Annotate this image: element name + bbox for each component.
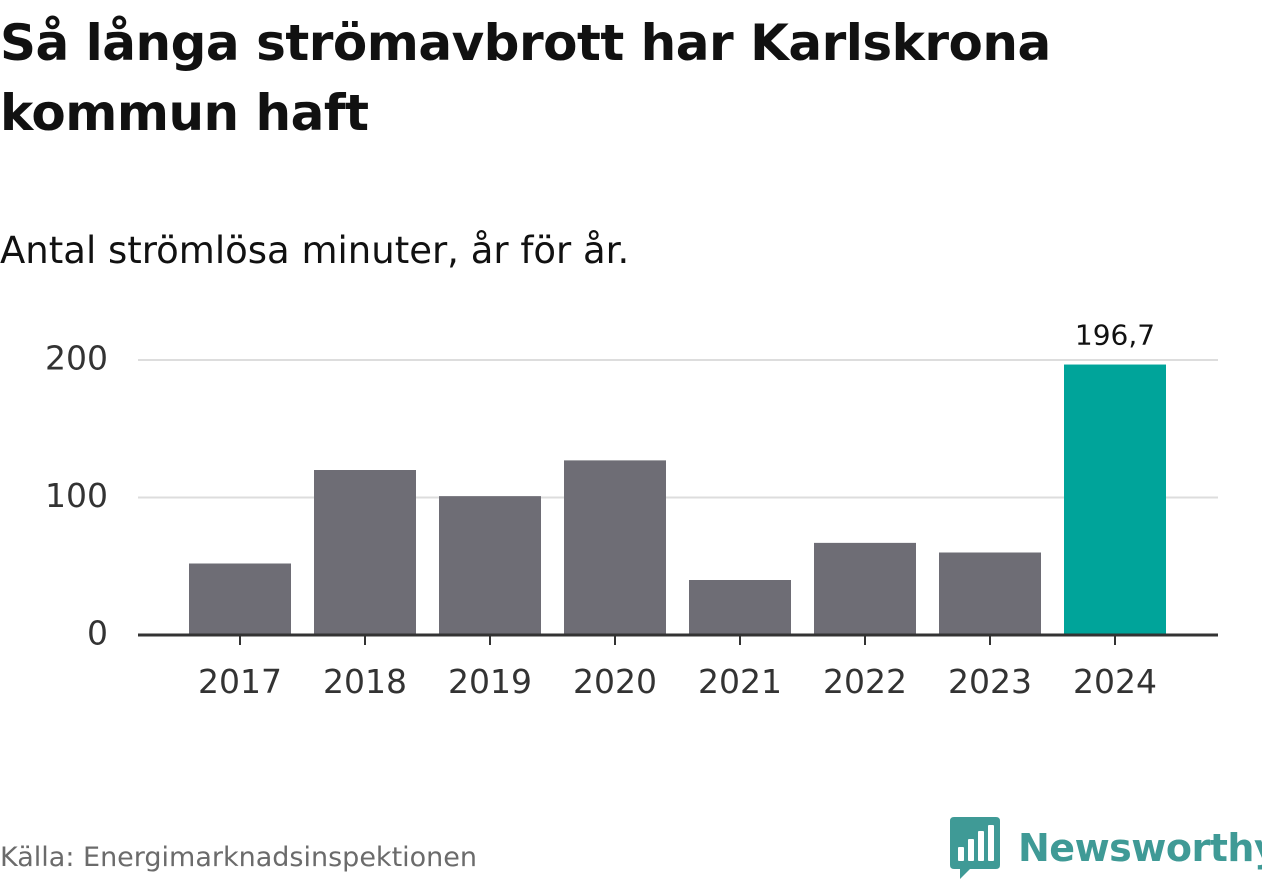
bar-2023	[939, 552, 1041, 635]
x-tick-label: 2023	[948, 662, 1032, 701]
bar-2021	[689, 580, 791, 635]
bar-2019	[439, 496, 541, 635]
bar-2024	[1064, 364, 1166, 635]
data-label: 196,7	[1075, 319, 1155, 352]
x-tick-label: 2022	[823, 662, 907, 701]
logo-text: Newsworthy	[1018, 826, 1262, 870]
x-tick-label: 2019	[448, 662, 532, 701]
bar-2022	[814, 542, 916, 635]
x-axis-ticks: 2017 2018 2019 2020 2021 2022 2023 2024	[198, 635, 1157, 701]
newsworthy-logo: Newsworthy	[950, 816, 1262, 880]
bars	[189, 364, 1166, 635]
bar-2017	[189, 563, 291, 635]
y-tick-label: 200	[45, 339, 108, 378]
y-tick-label: 100	[45, 476, 108, 515]
chart-title: Så långa strömavbrott har Karlskrona kom…	[0, 14, 1051, 142]
bar-2018	[314, 470, 416, 635]
x-tick-label: 2021	[698, 662, 782, 701]
bar-chart-speech-bubble-icon	[950, 817, 1000, 879]
x-tick-label: 2017	[198, 662, 282, 701]
bar-2020	[564, 460, 666, 635]
y-axis-ticks: 0 100 200	[45, 339, 108, 653]
data-labels: 196,7	[1075, 319, 1155, 352]
x-tick-label: 2024	[1073, 662, 1157, 701]
source-note: Källa: Energimarknadsinspektionen	[0, 842, 478, 873]
gridlines	[138, 359, 1218, 499]
x-tick-label: 2020	[573, 662, 657, 701]
chart-subtitle: Antal strömlösa minuter, år för år.	[0, 229, 630, 272]
x-tick-label: 2018	[323, 662, 407, 701]
bar-chart: 0 100 200 2017 2018 2019 2020 2021 2022 2023 2024…	[45, 319, 1218, 701]
y-tick-label: 0	[87, 614, 108, 653]
